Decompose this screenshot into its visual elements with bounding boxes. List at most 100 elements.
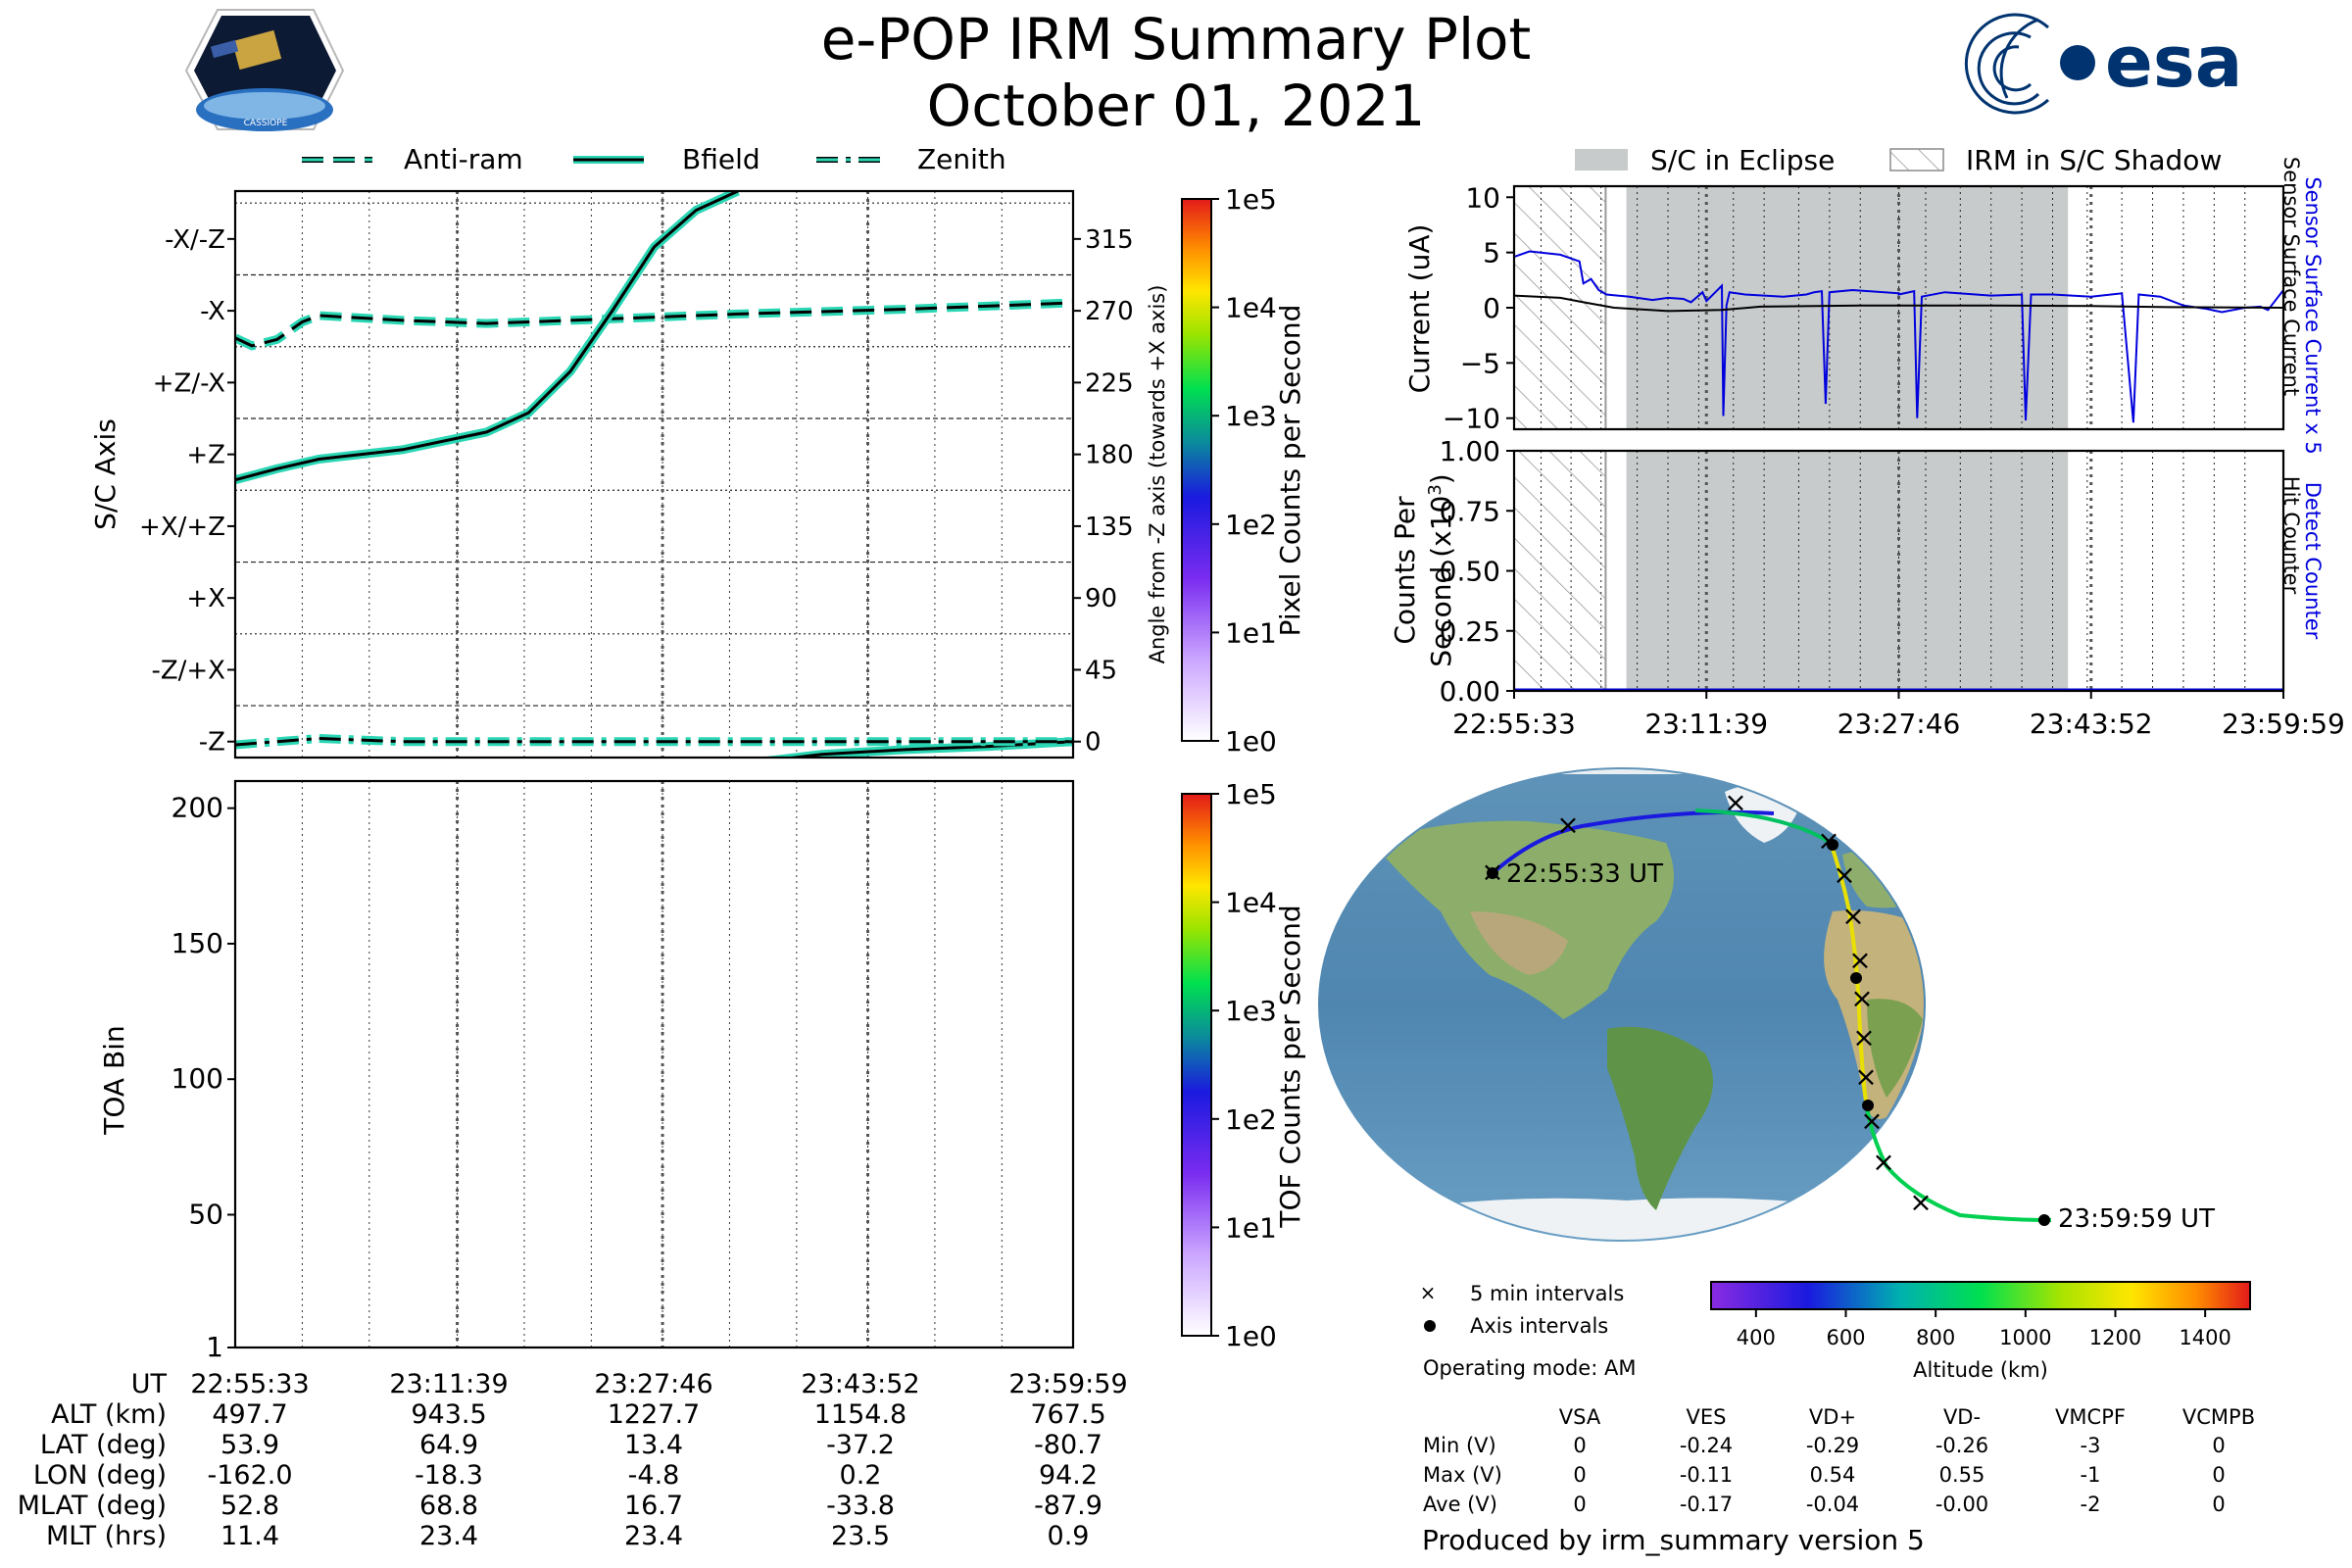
ephemeris-cell: 0.2 [840,1460,882,1491]
sensor-current-trace [1513,294,2284,313]
altitude-colorbar-label: Altitude (km) [1913,1358,2048,1382]
map-axis-marker [1827,839,1838,851]
legend-5min: 5 min intervals [1470,1282,1624,1305]
ephemeris-cell: 23:43:52 [801,1369,919,1399]
current-right-label-black: Sensor Surface Current [2279,157,2303,396]
colorbar-tick-label: 1e5 [1225,183,1277,216]
legend-bfield: Bfield [573,143,760,175]
legend-cross-icon: × [1420,1281,1437,1304]
toa-tick-label: 200 [172,792,223,824]
map-start-label: 22:55:33 UT [1506,859,1663,889]
altitude-tick-label: 1000 [1999,1326,2051,1349]
axis-left-tick-label: -Z/+X [151,656,225,685]
counts-tick-label: 1.00 [1440,435,1500,467]
toa-panel-ylabel: TOA Bin [98,1025,130,1135]
counts-shadow-region [1514,451,1606,691]
ephemeris-row-label: LON (deg) [33,1460,167,1491]
map-5min-marker: × [1852,1021,1875,1054]
tof-colorbar-ticks: 1e5 1e4 1e3 1e2 1e1 1e0 [1211,778,1277,1352]
voltage-cell: -0.00 [1936,1493,1988,1516]
altitude-tick-label: 1400 [2179,1326,2230,1349]
current-panel-ylabel: Current (uA) [1403,224,1436,394]
counts-right-label-blue: Detect Counter [2301,482,2325,640]
axis-panel-background [235,191,1073,758]
counts-ylabel-1: Counts Per [1389,496,1421,645]
voltage-row-label: Max (V) [1423,1463,1502,1487]
svg-text:esa: esa [2105,21,2242,103]
axis-left-tick-label: +Z/-X [153,368,225,398]
legend-eclipse: S/C in Eclipse [1650,144,1835,176]
axis-left-tick-label: -X [200,297,225,326]
ephemeris-cell: -33.8 [826,1491,895,1521]
counts-xtick-label: 23:11:39 [1644,708,1768,740]
current-tick-label: 5 [1483,237,1500,270]
toa-tick-label: 50 [188,1198,223,1230]
axis-left-tick-label: +Z [186,441,225,470]
altitude-tick-label: 400 [1737,1326,1776,1349]
legend-zenith: Zenith [816,143,1006,175]
voltage-header: VCMPB [2182,1405,2255,1429]
counts-tick-label: 0.25 [1440,615,1500,648]
current-panel-grid [1540,186,2246,429]
svg-text:Anti-ram: Anti-ram [404,143,523,175]
current-tick-label: −10 [1443,403,1500,435]
voltage-header: VES [1687,1405,1727,1429]
ephemeris-cell: -18.3 [415,1460,483,1491]
current-right-label-blue: Sensor Surface Current x 5 [2301,176,2325,454]
pixel-colorbar-label: Pixel Counts per Second [1274,305,1306,637]
altitude-colorbar: 400 600 800 1000 1200 1400 Altitude (km) [1710,1281,2251,1382]
ephemeris-cell: 52.8 [220,1491,279,1521]
map-5min-marker: × [1854,1060,1877,1093]
counts-panel-grid [1540,451,2246,691]
ephemeris-cell: 13.4 [624,1430,683,1460]
ephemeris-cell: 497.7 [212,1399,287,1430]
ephemeris-cell: -80.7 [1034,1430,1102,1460]
current-tick-label: 10 [1465,181,1500,214]
map-end-label: 23:59:59 UT [2058,1204,2215,1234]
toa-tick-label: 100 [172,1062,223,1095]
voltage-header: VD+ [1809,1405,1856,1429]
voltage-header: VD- [1943,1405,1981,1429]
ephemeris-cell: -87.9 [1034,1491,1102,1521]
toa-tick-label: 150 [172,927,223,959]
ephemeris-row-label: MLAT (deg) [18,1491,167,1521]
counts-tick-label: 0.50 [1440,556,1500,588]
axis-right-tick-label: 135 [1085,513,1134,542]
map-5min-marker: × [1848,944,1871,976]
legend-anti-ram: Anti-ram [302,143,523,175]
map-axis-marker [1862,1100,1874,1111]
axis-right-tick-label: 315 [1085,225,1134,255]
counts-xtick-label: 23:43:52 [2030,708,2153,740]
ephemeris-cell: -162.0 [207,1460,292,1491]
voltage-cell: 0 [1573,1463,1586,1487]
counts-ylabel-2: Second (x103) [1425,473,1457,666]
legend-axis-intervals: Axis intervals [1470,1314,1608,1338]
ephemeris-cell: 22:55:33 [190,1369,309,1399]
ephemeris-row-label: ALT (km) [51,1399,167,1430]
map-legend: × 5 min intervals Axis intervals Operati… [1420,1281,1637,1380]
plot-date: October 01, 2021 [927,73,1426,139]
voltage-cell: 0 [2212,1463,2225,1487]
ephemeris-cell: 23.4 [419,1521,478,1551]
legend-eclipse-swatch [1575,149,1628,171]
map-track [1491,808,2052,1222]
colorbar-tick-label: 1e0 [1225,1320,1277,1352]
altitude-tick-label: 1200 [2089,1326,2141,1349]
map-axis-marker [1487,867,1498,879]
anti-ram-trace-line [235,301,1073,348]
ephemeris-cell: 23:27:46 [594,1369,712,1399]
operating-mode: Operating mode: AM [1423,1356,1636,1380]
axis-left-tick-label: -X/-Z [165,225,225,255]
ephemeris-cell: 23:11:39 [389,1369,508,1399]
map-5min-marker: × [1724,786,1746,818]
current-tick-label: 0 [1483,292,1500,324]
ground-track-map: ××××××××××××× 22:55:33 UT 23:59:59 UT [1318,767,2215,1242]
eclipse-legend: S/C in Eclipse IRM in S/C Shadow [1575,144,2222,176]
ephemeris-cell: 68.8 [419,1491,478,1521]
altitude-tick-label: 600 [1826,1326,1865,1349]
axis-panel-grid [235,191,1073,758]
counts-right-label-black: Hit Counter [2279,476,2303,595]
altitude-colorbar-ticks: 400 600 800 1000 1200 1400 [1737,1309,2231,1349]
voltage-cell: -3 [2081,1434,2101,1457]
